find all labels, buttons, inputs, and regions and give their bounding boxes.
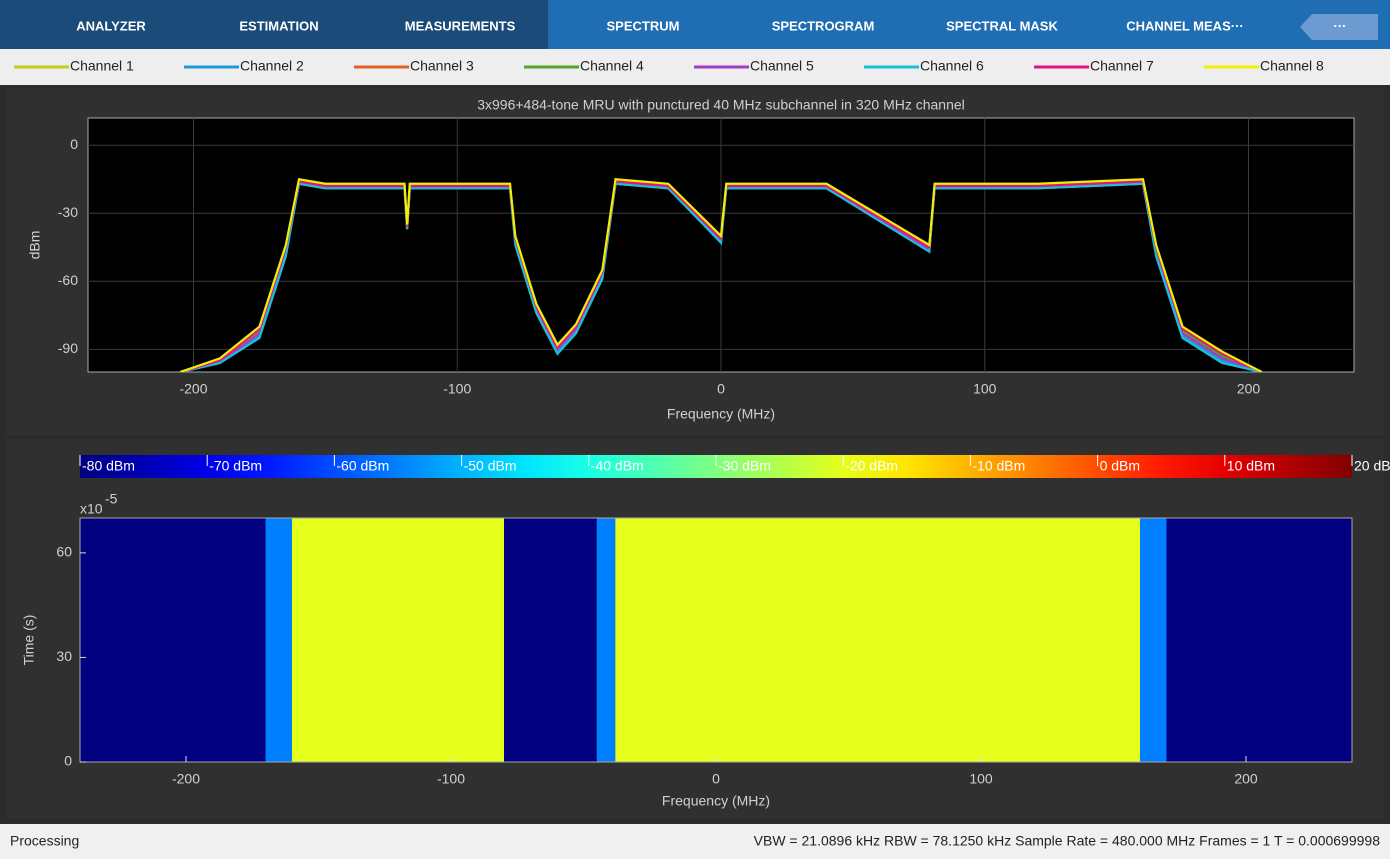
y-axis-label: dBm — [27, 231, 43, 260]
body: ··· Processing VBW = 21.0896 kHz RBW = 7… — [0, 0, 1390, 859]
legend-label[interactable]: Channel 8 — [1260, 58, 1324, 74]
y-tick-label: -90 — [58, 340, 78, 356]
x-tick-label: 100 — [969, 771, 993, 787]
colorbar-label: -50 dBm — [464, 458, 517, 474]
legend-label[interactable]: Channel 3 — [410, 58, 474, 74]
spectrogram-cell — [292, 518, 504, 762]
x-tick-label: -200 — [172, 771, 200, 787]
colorbar-label: 0 dBm — [1100, 458, 1140, 474]
spectrogram-cell — [597, 518, 616, 762]
x-tick-label: 200 — [1237, 381, 1261, 397]
tab[interactable]: CHANNEL MEAS··· — [1126, 18, 1243, 33]
tab[interactable]: ANALYZER — [76, 18, 146, 33]
colorbar-label: 20 dBm — [1354, 458, 1390, 474]
y-tick-label: 0 — [64, 753, 72, 769]
colorbar-label: -60 dBm — [336, 458, 389, 474]
legend-label[interactable]: Channel 5 — [750, 58, 814, 74]
x-axis-label: Frequency (MHz) — [667, 406, 775, 422]
y-tick-label: 30 — [56, 648, 72, 664]
colorbar-label: -20 dBm — [845, 458, 898, 474]
colorbar-label: -80 dBm — [82, 458, 135, 474]
tab[interactable]: SPECTRAL MASK — [946, 18, 1058, 33]
spectrogram-cell — [504, 518, 597, 762]
x-tick-label: 200 — [1234, 771, 1258, 787]
legend-label[interactable]: Channel 1 — [70, 58, 134, 74]
x-tick-label: -200 — [179, 381, 207, 397]
status-left: Processing — [10, 833, 79, 849]
spectrogram-cell — [1167, 518, 1353, 762]
tab[interactable]: SPECTROGRAM — [772, 18, 875, 33]
colorbar-label: -30 dBm — [718, 458, 771, 474]
legend-label[interactable]: Channel 2 — [240, 58, 304, 74]
overflow-label[interactable]: ··· — [1334, 18, 1347, 33]
spectrogram-cell — [266, 518, 293, 762]
colorbar-label: -10 dBm — [972, 458, 1025, 474]
tab[interactable]: SPECTRUM — [607, 18, 680, 33]
colorbar-label: -70 dBm — [209, 458, 262, 474]
legend-label[interactable]: Channel 6 — [920, 58, 984, 74]
spectrogram-cell — [80, 518, 266, 762]
x-tick-label: -100 — [437, 771, 465, 787]
x-tick-label: -100 — [443, 381, 471, 397]
colorbar-label: 10 dBm — [1227, 458, 1275, 474]
tab[interactable]: ESTIMATION — [239, 18, 318, 33]
page: {"tabs": ["ANALYZER", "ESTIMATION", "MEA… — [0, 0, 1390, 859]
legend-label[interactable]: Channel 7 — [1090, 58, 1154, 74]
x-axis-label: Frequency (MHz) — [662, 793, 770, 809]
y-tick-label: -30 — [58, 204, 78, 220]
tab[interactable]: MEASUREMENTS — [405, 18, 516, 33]
y-tick-label: -60 — [58, 272, 78, 288]
y-multiplier-exponent: -5 — [105, 491, 118, 507]
chart-title: 3x996+484-tone MRU with punctured 40 MHz… — [477, 97, 965, 113]
status-right: VBW = 21.0896 kHz RBW = 78.1250 kHz Samp… — [754, 833, 1381, 849]
y-tick-label: 60 — [56, 544, 72, 560]
colorbar-label: -40 dBm — [591, 458, 644, 474]
y-multiplier: x10 — [80, 501, 103, 517]
x-tick-label: 0 — [717, 381, 725, 397]
legend-label[interactable]: Channel 4 — [580, 58, 644, 74]
app: ··· Processing VBW = 21.0896 kHz RBW = 7… — [0, 0, 1390, 859]
x-tick-label: 100 — [973, 381, 997, 397]
spectrogram-cell — [615, 518, 1140, 762]
y-axis-label: Time (s) — [21, 615, 37, 666]
x-tick-label: 0 — [712, 771, 720, 787]
y-tick-label: 0 — [70, 136, 78, 152]
spectrogram-cell — [1140, 518, 1167, 762]
